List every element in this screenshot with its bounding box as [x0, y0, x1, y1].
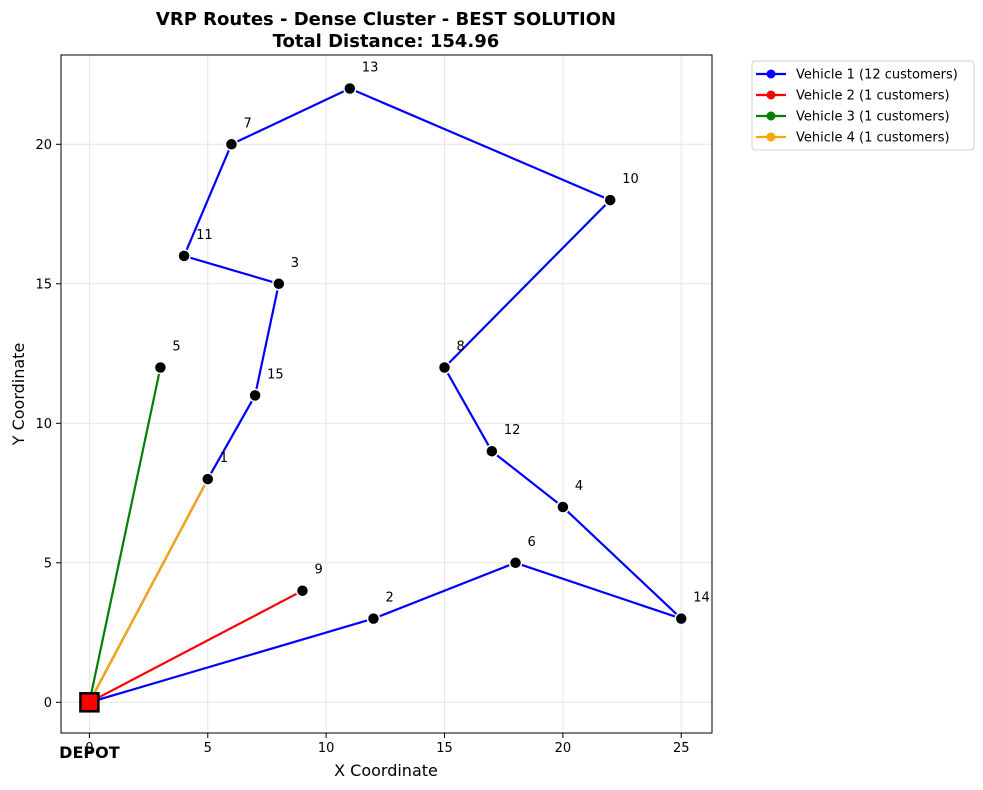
customer-label-11: 11: [196, 228, 213, 243]
customer-label-9: 9: [314, 563, 322, 578]
customer-label-4: 4: [575, 479, 583, 494]
customer-node-6: [508, 556, 523, 570]
depot-label: DEPOT: [59, 743, 120, 762]
customer-node-7: [224, 137, 239, 152]
customer-node-4: [556, 500, 570, 514]
chart-title: VRP Routes - Dense Cluster - BEST SOLUTI…: [156, 9, 616, 30]
customer-node-2: [366, 611, 381, 626]
y-tick-label: 15: [35, 277, 52, 292]
plot-area-frame: [60, 54, 713, 734]
customer-label-3: 3: [291, 256, 299, 271]
customer-node-9: [295, 583, 310, 598]
customer-label-14: 14: [693, 591, 710, 606]
legend-marker: [766, 132, 776, 142]
legend-entry-vehicle-2: Vehicle 2 (1 customers): [796, 89, 950, 104]
route-line-vehicle-4: [88, 478, 209, 703]
legend-box: [751, 60, 975, 151]
customer-node-10: [603, 193, 617, 207]
legend-marker: [766, 69, 776, 79]
grid-layer: [61, 55, 712, 733]
customer-node-13: [343, 81, 357, 96]
customer-node-3: [272, 277, 286, 291]
legend-entry-vehicle-3: Vehicle 3 (1 customers): [796, 110, 950, 125]
customer-node-12: [485, 444, 499, 458]
y-tick-label: 20: [35, 138, 52, 153]
customer-label-2: 2: [385, 591, 393, 606]
legend-marker: [766, 90, 776, 100]
customer-node-5: [153, 360, 168, 375]
depot-marker: [79, 692, 100, 713]
route-line-vehicle-1: [88, 87, 683, 704]
x-tick-label: 10: [318, 741, 335, 756]
x-tick-label: 20: [555, 741, 572, 756]
customer-label-6: 6: [528, 535, 536, 550]
x-tick-label: 25: [673, 741, 690, 756]
x-tick-label: 0: [85, 741, 93, 756]
customer-label-5: 5: [172, 339, 180, 354]
customer-label-8: 8: [456, 339, 464, 354]
customer-label-12: 12: [504, 423, 521, 438]
routes-layer: [88, 87, 683, 704]
customer-node-14: [674, 611, 688, 626]
customer-node-8: [437, 360, 452, 375]
x-axis-label: X Coordinate: [334, 761, 438, 780]
legend-marker: [766, 111, 776, 121]
y-tick-label: 10: [35, 417, 52, 432]
customer-label-7: 7: [243, 116, 251, 131]
y-tick-label: 0: [44, 696, 52, 711]
y-axis-label: Y Coordinate: [9, 343, 28, 447]
customer-label-13: 13: [362, 60, 379, 75]
route-line-vehicle-2: [88, 589, 304, 704]
customer-label-1: 1: [220, 451, 228, 466]
legend-entry-vehicle-1: Vehicle 1 (12 customers): [796, 68, 958, 83]
nodes-layer: [79, 81, 688, 713]
y-tick-label: 5: [44, 556, 52, 571]
customer-label-10: 10: [622, 172, 639, 187]
chart-subtitle: Total Distance: 154.96: [273, 31, 500, 52]
customer-label-15: 15: [267, 367, 284, 382]
customer-node-1: [201, 472, 215, 486]
customer-node-15: [248, 388, 262, 403]
legend: Vehicle 1 (12 customers) Vehicle 2 (1 cus…: [751, 60, 975, 151]
x-tick-label: 5: [204, 741, 212, 756]
route-line-vehicle-3: [88, 366, 162, 703]
x-tick-label: 15: [436, 741, 453, 756]
customer-node-11: [177, 249, 191, 263]
legend-entry-vehicle-4: Vehicle 4 (1 customers): [796, 131, 950, 146]
